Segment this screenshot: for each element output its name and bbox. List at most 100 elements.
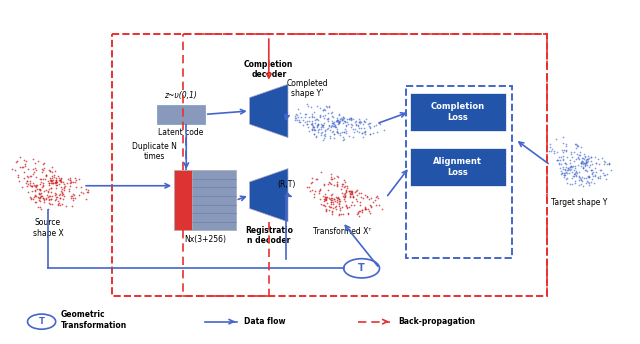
Point xyxy=(341,130,351,136)
Point xyxy=(333,119,343,125)
Point xyxy=(574,173,584,179)
Point xyxy=(318,108,328,113)
Point xyxy=(583,159,593,164)
Point xyxy=(33,159,44,164)
Point xyxy=(333,118,344,123)
Point xyxy=(326,197,337,203)
Point xyxy=(27,188,37,194)
Point xyxy=(318,193,328,198)
Point xyxy=(332,129,342,135)
Point xyxy=(332,126,342,131)
Point xyxy=(593,175,604,181)
Point xyxy=(36,190,47,196)
Text: Alignment
Loss: Alignment Loss xyxy=(433,157,482,176)
Point xyxy=(589,154,600,160)
Point xyxy=(576,160,586,165)
Point xyxy=(316,126,326,132)
Point xyxy=(334,198,344,204)
Point xyxy=(332,129,342,135)
Point xyxy=(315,187,325,192)
Point xyxy=(330,124,340,129)
Point xyxy=(37,162,47,167)
Point xyxy=(301,121,312,126)
Point xyxy=(327,210,337,215)
Point xyxy=(47,178,57,184)
Point xyxy=(572,143,582,149)
Point xyxy=(304,184,314,190)
Point xyxy=(293,107,303,112)
Point xyxy=(348,135,358,140)
Point xyxy=(39,197,49,202)
Point xyxy=(337,182,347,187)
Point xyxy=(56,175,66,181)
Point xyxy=(585,162,595,168)
Point xyxy=(354,116,364,122)
Point xyxy=(596,155,607,161)
Point xyxy=(340,194,350,200)
Point xyxy=(328,205,338,210)
Point xyxy=(340,123,351,129)
Point xyxy=(53,173,63,179)
Point xyxy=(293,115,303,120)
Point xyxy=(83,189,93,195)
Point xyxy=(582,178,593,183)
Point xyxy=(360,193,371,198)
Point xyxy=(554,160,564,165)
Text: Data flow: Data flow xyxy=(244,317,286,326)
Point xyxy=(552,157,563,162)
Point xyxy=(342,119,353,125)
Point xyxy=(307,115,317,120)
Point xyxy=(317,137,328,142)
Point xyxy=(321,103,332,108)
Point xyxy=(20,163,31,169)
Point xyxy=(581,160,591,166)
Point xyxy=(342,204,352,209)
Point xyxy=(589,172,600,177)
Point xyxy=(339,185,349,190)
Point xyxy=(332,195,342,201)
Point xyxy=(545,144,555,150)
Point xyxy=(28,183,38,188)
Point xyxy=(340,127,350,132)
Point xyxy=(334,120,344,125)
Point xyxy=(346,121,356,127)
Point xyxy=(366,203,376,209)
Point xyxy=(59,193,69,199)
Point xyxy=(34,186,44,192)
Point xyxy=(587,168,597,173)
Point xyxy=(38,183,48,188)
Point xyxy=(318,108,328,113)
Point xyxy=(564,157,575,162)
Point xyxy=(549,148,559,153)
Point xyxy=(312,124,323,129)
Point xyxy=(355,119,365,125)
Point xyxy=(350,189,360,195)
Point xyxy=(323,110,333,116)
Point xyxy=(324,123,335,128)
Point xyxy=(315,105,325,110)
Point xyxy=(44,168,54,173)
Point xyxy=(67,193,77,199)
Point xyxy=(49,174,59,180)
Point xyxy=(55,195,65,201)
Point xyxy=(307,123,317,128)
Point xyxy=(35,186,45,192)
Point xyxy=(313,117,323,123)
Point xyxy=(334,119,344,125)
Point xyxy=(339,177,349,182)
Point xyxy=(328,115,338,120)
Point xyxy=(580,163,590,169)
Point xyxy=(567,169,577,175)
Point xyxy=(319,135,329,141)
Point xyxy=(327,118,337,124)
Point xyxy=(353,209,363,215)
Point xyxy=(47,201,57,206)
Point xyxy=(74,177,84,182)
Point xyxy=(577,160,587,166)
Point xyxy=(316,131,326,136)
Point xyxy=(583,174,593,180)
Point xyxy=(313,122,323,128)
Point xyxy=(595,173,605,179)
Point xyxy=(575,175,585,180)
Point xyxy=(51,181,61,186)
